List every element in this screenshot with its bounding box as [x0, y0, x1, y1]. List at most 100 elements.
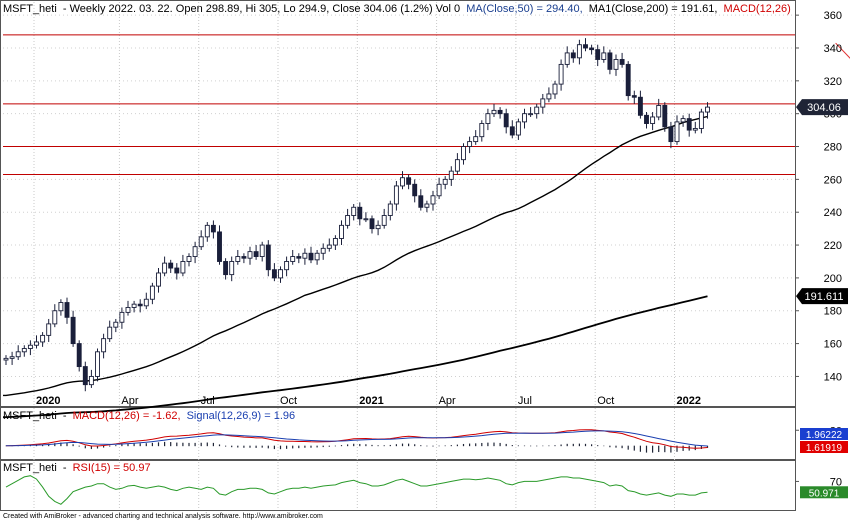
rsi-value-label: 50.971 [809, 488, 840, 499]
candle-body [619, 59, 625, 65]
candle-body [156, 272, 161, 287]
y-tick-label: 320 [824, 76, 842, 88]
x-tick-label: 2021 [359, 395, 383, 407]
candle-body [174, 267, 180, 274]
y-tick-label: 180 [824, 306, 842, 318]
ma200-value-label: 191.611 [805, 291, 844, 303]
ma200-tag [796, 288, 848, 305]
candle-body [528, 113, 534, 116]
header-info: - Weekly 2022. 03. 22. Open 298.89, Hi 3… [63, 3, 460, 15]
macd-header-macd: MACD(12,26) = -1.62, [73, 410, 181, 422]
candle-body [235, 256, 241, 262]
macd-header-symbol: MSFT_heti [3, 410, 57, 422]
candle-body [656, 105, 662, 118]
candle-body [467, 141, 473, 147]
macd-line [5, 429, 708, 449]
candle-body [259, 244, 265, 258]
candle-body [186, 256, 192, 262]
candle-body [558, 63, 564, 85]
candle-body [546, 93, 552, 100]
candle-body [650, 116, 656, 124]
candle-body [613, 59, 619, 70]
ma50-line [3, 115, 708, 397]
candle-body [631, 95, 637, 98]
candle-body [247, 251, 253, 259]
macd-value-tag [800, 441, 848, 453]
macd-pane[interactable] [0, 407, 796, 460]
candles [3, 38, 710, 392]
candle-body [393, 185, 399, 205]
rsi-header-dash: - [63, 462, 67, 474]
candle-body [125, 307, 131, 313]
rsi-y-tick-label: 70 [830, 476, 842, 488]
candle-body [149, 285, 155, 300]
candle-body [162, 262, 168, 274]
candle-body [3, 357, 9, 361]
candle-body [479, 123, 485, 138]
candle-body [412, 183, 418, 197]
candle-body [454, 159, 460, 172]
candle-body [345, 215, 351, 226]
candle-body [210, 224, 216, 233]
candle-body [461, 146, 466, 161]
signal-line [6, 430, 708, 447]
candle-body [583, 44, 588, 49]
rsi-value-tag [800, 486, 848, 499]
x-tick-label: 2020 [36, 395, 60, 407]
candle-body [101, 338, 107, 353]
header-ma200: MA1(Close,200) = 191.61, [589, 3, 718, 15]
y-tick-label: 140 [824, 371, 842, 383]
candle-body [296, 256, 302, 259]
candle-body [552, 83, 558, 95]
horizontal-levels [3, 34, 795, 175]
x-axis: 2020 Apr Jul Oct 2021 Apr Jul Oct 2022 [36, 395, 701, 407]
candle-body [339, 224, 344, 239]
macd-header-dash: - [63, 410, 67, 422]
candle-body [515, 121, 521, 136]
signal-value-label: 1.96222 [806, 430, 843, 441]
candle-body [400, 177, 405, 187]
candle-body [143, 298, 149, 307]
candle-body [369, 218, 375, 230]
price-header: MSFT_heti - Weekly 2022. 03. 22. Open 29… [3, 3, 791, 15]
candle-body [265, 244, 271, 271]
candle-body [64, 302, 70, 318]
rsi-header-symbol: MSFT_heti [3, 462, 57, 474]
candle-body [436, 183, 442, 197]
candle-body [241, 256, 247, 259]
macd-value-label: 1.61919 [806, 443, 843, 454]
candle-body [290, 256, 296, 262]
candle-body [95, 351, 100, 377]
candle-body [223, 261, 229, 276]
candle-body [375, 224, 381, 230]
candle-body [534, 106, 540, 115]
candle-body [107, 326, 113, 340]
candle-body [9, 356, 15, 359]
footer-credit: Created with AmiBroker - advanced charti… [3, 513, 323, 520]
candle-body [351, 206, 357, 216]
candle-body [662, 105, 668, 128]
candle-body [589, 47, 595, 51]
candle-body [668, 126, 674, 143]
rsi-line [5, 475, 708, 505]
candle-body [497, 109, 503, 115]
candle-body [406, 177, 412, 185]
candle-body [625, 63, 631, 97]
candle-body [674, 121, 680, 143]
rsi-header-rsi: RSI(15) = 50.97 [73, 462, 151, 474]
candle-body [430, 195, 436, 205]
header-macd-ref: MACD(12,26) [724, 3, 791, 15]
candle-body [692, 128, 698, 131]
header-ma50: MA(Close,50) = 294.40, [466, 3, 582, 15]
candle-body [271, 269, 277, 279]
candle-body [253, 251, 259, 258]
signal-value-tag [800, 428, 848, 440]
y-tick-label: 260 [824, 174, 842, 186]
candle-body [88, 375, 94, 386]
rsi-header: MSFT_heti - RSI(15) = 50.97 [3, 462, 151, 474]
candle-body [387, 203, 393, 216]
candle-body [686, 118, 692, 131]
candle-body [509, 126, 515, 136]
